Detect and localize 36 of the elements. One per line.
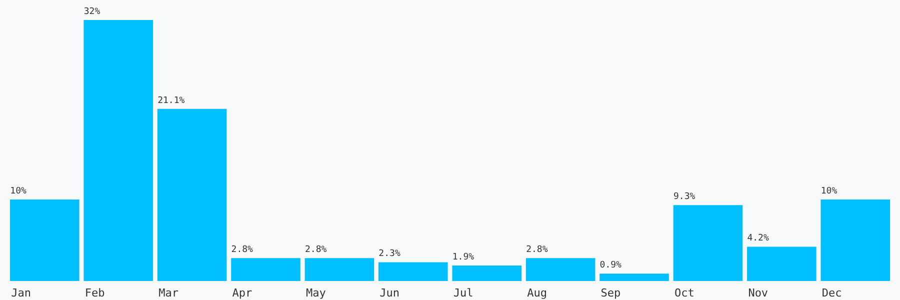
data-label: 9.3% xyxy=(673,192,696,202)
bar xyxy=(10,199,80,281)
bar xyxy=(673,205,743,281)
data-label: 0.9% xyxy=(600,260,622,271)
x-tick-label: Nov xyxy=(748,286,768,300)
x-tick-label: Apr xyxy=(232,286,253,300)
data-label: 21.1% xyxy=(158,96,186,106)
bar xyxy=(820,199,890,281)
bar xyxy=(231,258,300,281)
data-label: 2.8% xyxy=(231,245,254,256)
bar xyxy=(304,258,374,281)
x-tick-label: Aug xyxy=(527,286,547,300)
data-label: 10% xyxy=(820,186,838,196)
data-label: 32% xyxy=(84,7,101,17)
data-label: 4.2% xyxy=(747,234,770,244)
data-label: 1.9% xyxy=(452,252,475,263)
data-label: 2.3% xyxy=(378,249,401,260)
bar xyxy=(378,262,448,281)
bar xyxy=(600,274,669,281)
bar xyxy=(157,108,227,281)
x-tick-label: Oct xyxy=(674,286,694,300)
bar xyxy=(747,246,816,281)
x-tick-label: Jun xyxy=(380,286,400,300)
x-tick-label: Jul xyxy=(453,286,474,300)
bar xyxy=(452,266,522,281)
x-tick-label: Jan xyxy=(11,286,32,300)
x-tick-label: Dec xyxy=(822,286,842,300)
data-label: 2.8% xyxy=(304,245,328,256)
x-tick-label: Sep xyxy=(600,286,621,300)
x-tick-label: Mar xyxy=(158,286,179,300)
bar xyxy=(84,20,153,281)
data-label: 10% xyxy=(10,186,28,196)
data-label: 2.8% xyxy=(526,245,548,256)
x-tick-label: Feb xyxy=(84,286,105,300)
x-tick-label: May xyxy=(306,286,326,300)
bar xyxy=(526,258,596,281)
